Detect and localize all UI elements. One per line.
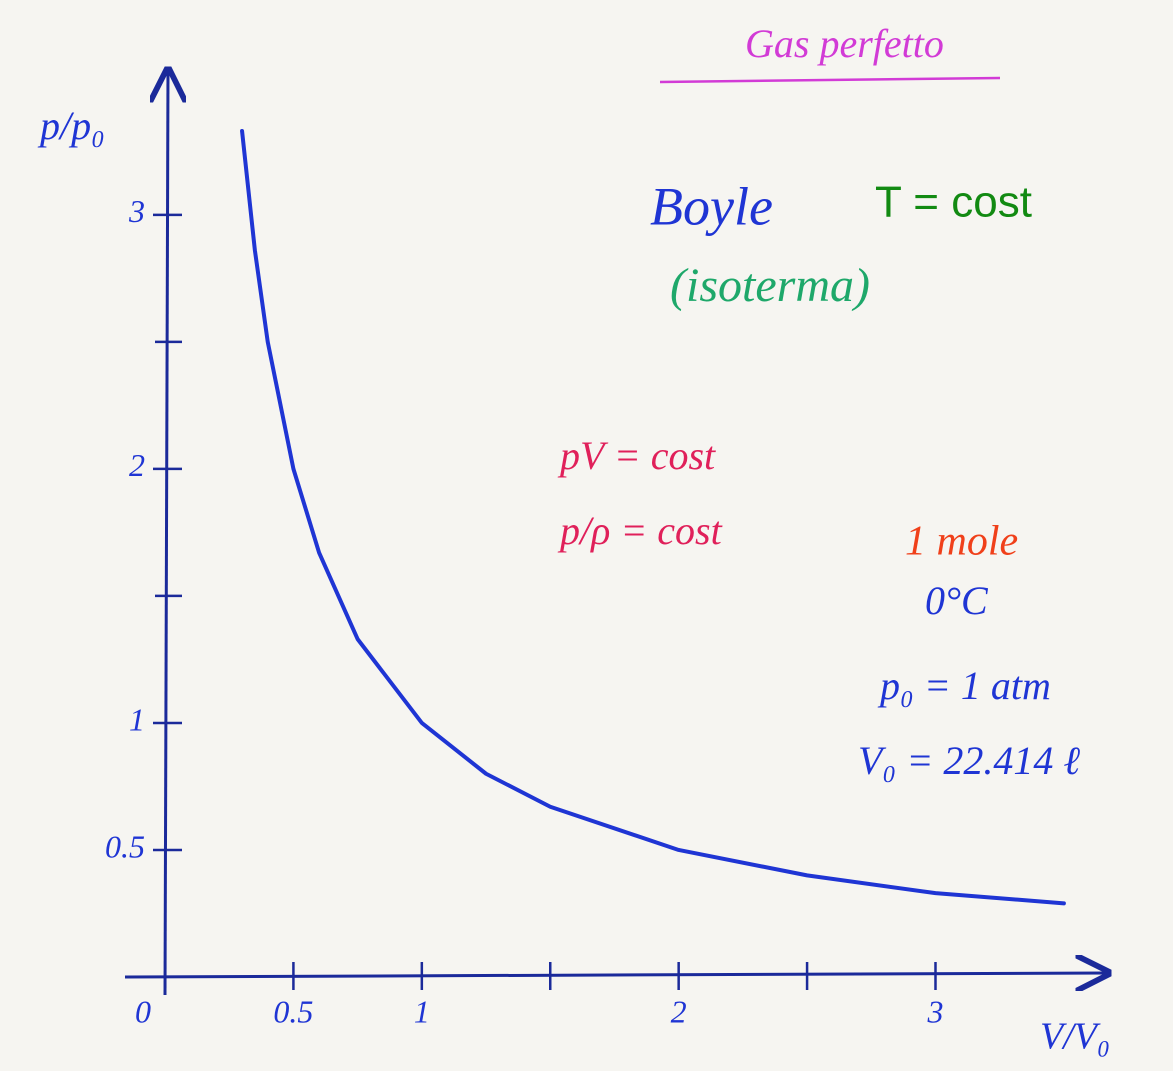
x-axis: [124, 973, 1108, 977]
y-tick-label: 2: [129, 447, 145, 483]
x-tick-label: 3: [926, 993, 943, 1029]
y-tick-label: 0.5: [105, 828, 145, 864]
data-line: [240, 128, 1066, 906]
x-tick-label: 0: [135, 993, 151, 1029]
y-axis-label: p/p₀: [37, 103, 105, 148]
x-tick-label: 2: [671, 993, 687, 1029]
annotation: p/ρ = cost: [557, 508, 723, 553]
annotation: pV = cost: [557, 433, 716, 478]
y-axis: [165, 70, 168, 996]
annotation: p₀ = 1 atm: [877, 663, 1051, 708]
y-tick-label: 1: [129, 701, 145, 737]
subtitle: Boyle: [650, 176, 773, 236]
annotation: T = cost: [875, 178, 1032, 227]
annotation: V₀ = 22.414 ℓ: [858, 738, 1080, 783]
chart-title: Gas perfetto: [745, 21, 944, 66]
x-tick-label: 1: [414, 993, 430, 1029]
title-underline: [659, 76, 1001, 84]
y-tick-label: 3: [128, 193, 145, 229]
annotation: 1 mole: [905, 519, 1018, 565]
x-tick-label: 0.5: [273, 993, 313, 1029]
annotation: (isoterma): [670, 259, 870, 312]
x-axis-label: V/V₀: [1040, 1016, 1110, 1058]
annotation: 0°C: [925, 578, 989, 623]
